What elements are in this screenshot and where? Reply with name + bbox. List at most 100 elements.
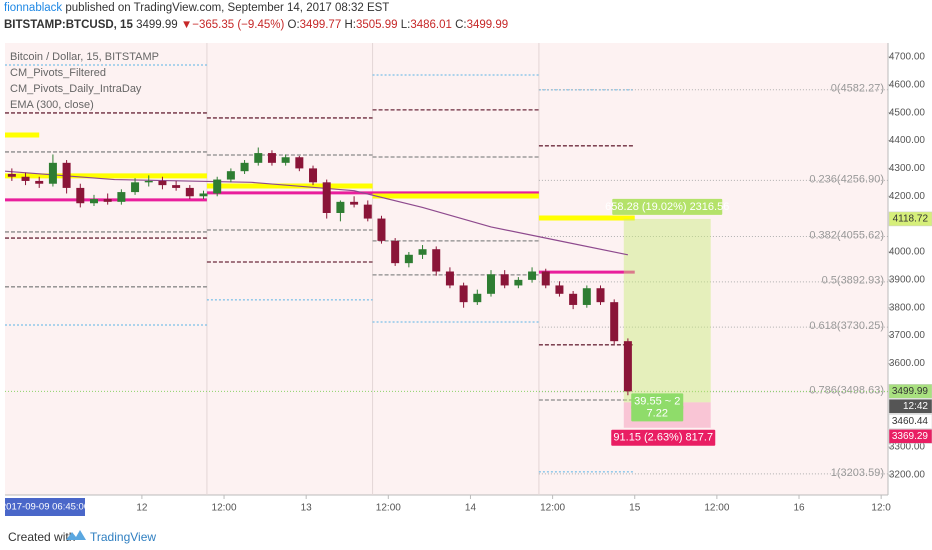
candle-body <box>582 288 591 305</box>
y-tick-label: 3800.00 <box>889 302 926 313</box>
candle-body <box>213 179 222 194</box>
y-tick-label: 3200.00 <box>889 470 926 481</box>
candle-body <box>240 162 249 172</box>
mid-label-1: 39.55 ~ 2 <box>634 395 680 407</box>
y-tick-label: 3700.00 <box>889 330 926 341</box>
candle-body <box>336 201 345 213</box>
y-tick-label: 4000.00 <box>889 247 926 258</box>
ohlc-key: H: <box>344 19 356 31</box>
author[interactable]: fionnablack <box>4 2 63 14</box>
y-tick-label: 4700.00 <box>889 52 926 63</box>
ohlc-value: 3499.77 <box>299 19 342 31</box>
ohlc-value: 3486.01 <box>410 19 452 31</box>
symbol: BITSTAMP:BTCUSD, 15 <box>4 19 133 31</box>
fib-label: 0.786(3498.63) <box>809 385 884 397</box>
symbol-line: BITSTAMP:BTCUSD, 15 3499.99 ▼−365.35 (−9… <box>4 17 924 34</box>
x-tick-label: 14 <box>465 503 477 514</box>
ohlc-value: 3505.99 <box>355 19 398 31</box>
candle-body <box>7 173 16 177</box>
candle-body <box>459 285 468 303</box>
fib-label: 0.382(4055.62) <box>809 229 884 241</box>
price-badge <box>888 429 932 444</box>
price-badge <box>888 211 932 227</box>
candle-body <box>514 279 523 286</box>
candle-body <box>76 187 85 204</box>
profit-zone <box>623 218 711 403</box>
legend-entry: Bitcoin / Dollar, 15, BITSTAMP <box>10 51 159 63</box>
x-tick-label: 12:00 <box>212 503 237 514</box>
x-tick-label: 12 <box>136 503 148 514</box>
candle-body <box>254 153 263 163</box>
ohlc-value: 3499.99 <box>466 19 509 31</box>
price-badge-label: 4118.72 <box>893 214 929 225</box>
price-badge <box>888 384 932 399</box>
published: published on TradingView.com, September … <box>65 2 390 14</box>
candle-body <box>528 271 537 280</box>
fib-label: 0.5(3892.93) <box>822 275 884 287</box>
candle-body <box>363 204 372 219</box>
candle-body <box>432 249 441 272</box>
candle-body <box>541 271 550 286</box>
candle-body <box>131 182 140 193</box>
candle-body <box>281 157 290 163</box>
mid-label-2-bg <box>631 405 684 422</box>
x-tick-label: 12:00 <box>704 503 729 514</box>
candle-body <box>473 293 482 303</box>
candle-body <box>596 288 605 303</box>
x-tick-label: 12:00 <box>540 503 565 514</box>
price-badge-label: 3460.44 <box>892 416 929 427</box>
candle-body <box>21 176 30 181</box>
cursor-label: 2017-09-09 06:45:00 <box>1 502 89 513</box>
stop-label: 91.15 (2.63%) 817.7 <box>613 432 713 444</box>
header: fionnablack published on TradingView.com… <box>4 0 924 34</box>
y-tick-label: 3900.00 <box>889 275 926 286</box>
candle-body <box>117 192 126 202</box>
candle-body <box>309 168 318 183</box>
candle-body <box>445 271 454 286</box>
footer-brand[interactable]: TradingView <box>90 530 156 544</box>
candle-body <box>144 180 153 183</box>
ohlc-key: C: <box>455 19 467 31</box>
ohlc: O:3499.77 H:3505.99 L:3486.01 C:3499.99 <box>288 19 509 31</box>
candle-body <box>172 185 181 188</box>
candle-body <box>486 274 495 294</box>
candle-body <box>185 187 194 197</box>
target-label-bg <box>612 198 723 215</box>
x-tick-label: 15 <box>629 503 641 514</box>
fib-label: 0.236(4256.90) <box>809 173 884 185</box>
legend-entry: CM_Pivots_Filtered <box>10 67 106 79</box>
candle-body <box>295 157 304 169</box>
y-tick-label: 4400.00 <box>889 135 926 146</box>
candle-body <box>267 153 276 163</box>
mid-label-2: 7.22 <box>647 407 668 419</box>
candle-body <box>418 249 427 255</box>
overlay: 658.28 (19.02%) 2316.56 39.55 ~ 27.22 91.1… <box>1 51 932 516</box>
stop-label-bg <box>611 429 716 446</box>
candle-body <box>226 171 235 180</box>
candle-body <box>322 182 331 213</box>
candle-body <box>404 254 413 264</box>
x-tick-label: 12:00 <box>376 503 401 514</box>
candle-body <box>623 341 632 392</box>
y-tick-label: 4600.00 <box>889 79 926 90</box>
y-tick-label: 4200.00 <box>889 191 926 202</box>
x-tick-label: 16 <box>793 503 805 514</box>
price: 3499.99 <box>136 19 178 31</box>
change: −365.35 (−9.45%) <box>192 19 285 31</box>
arrow: ▼ <box>180 19 193 31</box>
x-tick-label: 12:0 <box>871 503 891 514</box>
footer-created: Created with <box>8 530 75 544</box>
candle-body <box>350 201 359 205</box>
y-tick-label: 4500.00 <box>889 107 926 118</box>
candle-body <box>103 199 112 202</box>
ema-line <box>5 170 629 256</box>
candle-body <box>158 180 167 186</box>
y-tick-label: 3300.00 <box>889 442 926 453</box>
price-badge <box>888 399 932 414</box>
candle-body <box>35 180 44 184</box>
candle-body <box>62 162 71 188</box>
candle-body <box>377 218 386 241</box>
fib-label: 0(4582.27) <box>831 83 884 95</box>
